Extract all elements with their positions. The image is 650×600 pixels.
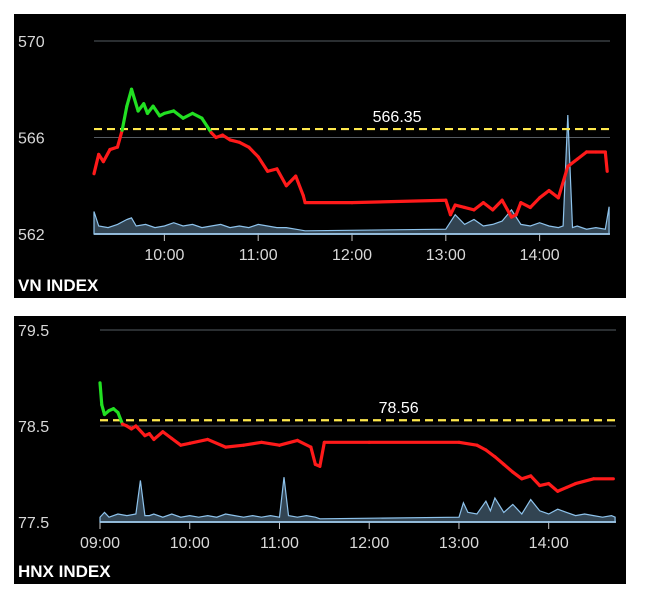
- vn-xtick-label: 10:00: [144, 247, 184, 264]
- vn-price-segment-down: [228, 138, 242, 144]
- vn-price-segment-down: [556, 164, 570, 200]
- vn-price-segment-up: [181, 111, 195, 120]
- hnx-price-segment-down: [161, 430, 174, 441]
- vn-ytick-label: 566: [18, 131, 45, 148]
- vn-price-segment-down: [472, 201, 485, 212]
- hnx-price-segment-down: [309, 445, 317, 466]
- vn-price-segment-down: [453, 203, 467, 210]
- hnx-xtick-label: 12:00: [349, 535, 389, 552]
- hnx-price-segment-down: [556, 485, 569, 493]
- hnx-price-segment-down: [502, 462, 515, 474]
- vn-price-segment-down: [350, 198, 448, 205]
- hnx-xtick-label: 13:00: [439, 535, 479, 552]
- vn-price-segment-down: [514, 201, 523, 217]
- vn-volume-series: [93, 114, 610, 235]
- hnx-price-segment-down: [277, 438, 300, 447]
- vn-price-segment-down: [547, 188, 561, 200]
- vn-price-segment-down: [448, 203, 457, 217]
- hnx-price-segment-down: [318, 440, 326, 468]
- vn-price-segment-up: [200, 116, 213, 135]
- vn-price-segment-up: [162, 109, 176, 115]
- hnx-ytick-label: 77.5: [18, 515, 49, 532]
- hnx-price-segment-down: [134, 424, 147, 438]
- hnx-xtick-label: 11:00: [260, 535, 299, 552]
- vn-price-segment-down: [575, 150, 589, 161]
- hnx-xtick-label: 09:00: [80, 535, 120, 552]
- hnx-price-segment-down: [170, 436, 183, 447]
- hnx-price-segment-down: [457, 440, 479, 447]
- hnx-price-segment-down: [295, 438, 313, 449]
- vn-ytick-label: 570: [18, 34, 45, 51]
- vn-ytick-label: 562: [18, 227, 45, 244]
- vn-price-segment-up: [120, 104, 129, 132]
- vn-price-segment-up: [190, 111, 204, 120]
- hnx-price-segment-down: [206, 437, 228, 449]
- vn-index-chart: 562 566 570 10:00 11:00 12:00 13:00 14:00 566.35…: [14, 14, 626, 298]
- vn-price-segment-up: [151, 104, 162, 118]
- hnx-volume-series: [99, 477, 616, 523]
- vn-xtick-label: 12:00: [332, 247, 372, 264]
- vn-price-segment-down: [101, 147, 112, 164]
- vn-index-plot: 562 566 570 10:00 11:00 12:00 13:00 14:00 566.35: [18, 34, 610, 264]
- hnx-price-segment-down: [574, 477, 596, 486]
- vn-price-segment-down: [256, 155, 270, 173]
- hnx-price-segment-down: [511, 470, 524, 481]
- vn-index-title: VN INDEX: [16, 276, 101, 296]
- vn-price-segment-down: [115, 128, 124, 149]
- vn-price-segment-down: [538, 188, 551, 200]
- hnx-price-segment-down: [241, 440, 264, 447]
- hnx-price-segment-down: [565, 482, 578, 490]
- hnx-price-segment-up: [116, 410, 125, 426]
- vn-price-segment-down: [519, 201, 532, 210]
- hnx-reference-label: 78.56: [379, 400, 419, 417]
- vn-price-segment-down: [481, 201, 495, 212]
- hnx-index-plot: 77.5 78.5 79.5 09:00 10:00 11:00 12:00 13:00 14:…: [18, 323, 616, 552]
- vn-price-segment-down: [92, 152, 101, 176]
- vn-price-segment-down: [247, 145, 260, 159]
- vn-xtick-label: 13:00: [426, 247, 466, 264]
- vn-price-segment-down: [294, 174, 305, 197]
- vn-price-segment-up: [172, 109, 185, 120]
- vn-price-segment-down: [237, 140, 251, 149]
- vn-price-segment-down: [462, 205, 476, 212]
- vn-price-segment-down: [603, 150, 609, 173]
- vn-price-segment-down: [491, 198, 504, 212]
- vn-xtick-label: 11:00: [239, 247, 278, 264]
- hnx-index-title: HNX INDEX: [16, 562, 113, 582]
- vn-reference-label: 566.35: [373, 109, 422, 126]
- hnx-xtick-label: 14:00: [529, 535, 569, 552]
- vn-price-segment-down: [500, 198, 514, 219]
- hnx-price-segment-down: [493, 455, 506, 466]
- hnx-price-segment-down: [484, 448, 497, 459]
- vn-price-segment-down: [528, 196, 542, 210]
- vn-price-segment-down: [566, 157, 579, 169]
- vn-price-segment-down: [444, 198, 453, 217]
- vn-xtick-label: 14:00: [520, 247, 560, 264]
- hnx-index-chart: 77.5 78.5 79.5 09:00 10:00 11:00 12:00 13:00 14:…: [14, 316, 626, 584]
- hnx-price-segment-down: [152, 430, 165, 442]
- vn-price-segment-down: [275, 167, 288, 188]
- hnx-price-segment-down: [475, 443, 488, 452]
- vn-price-segment-up: [129, 87, 140, 113]
- hnx-price-segment-down: [259, 440, 282, 447]
- hnx-ytick-label: 78.5: [18, 419, 49, 436]
- hnx-price-segment-up: [98, 381, 104, 407]
- hnx-price-segment-down: [224, 443, 246, 449]
- hnx-xtick-label: 10:00: [170, 535, 210, 552]
- vn-price-segment-down: [265, 167, 279, 173]
- hnx-price-segment-down: [547, 482, 560, 493]
- hnx-price-segment-down: [188, 437, 210, 445]
- vn-price-segment-down: [284, 174, 298, 188]
- hnx-ytick-label: 79.5: [18, 323, 49, 340]
- hnx-price-segment-down: [529, 474, 542, 488]
